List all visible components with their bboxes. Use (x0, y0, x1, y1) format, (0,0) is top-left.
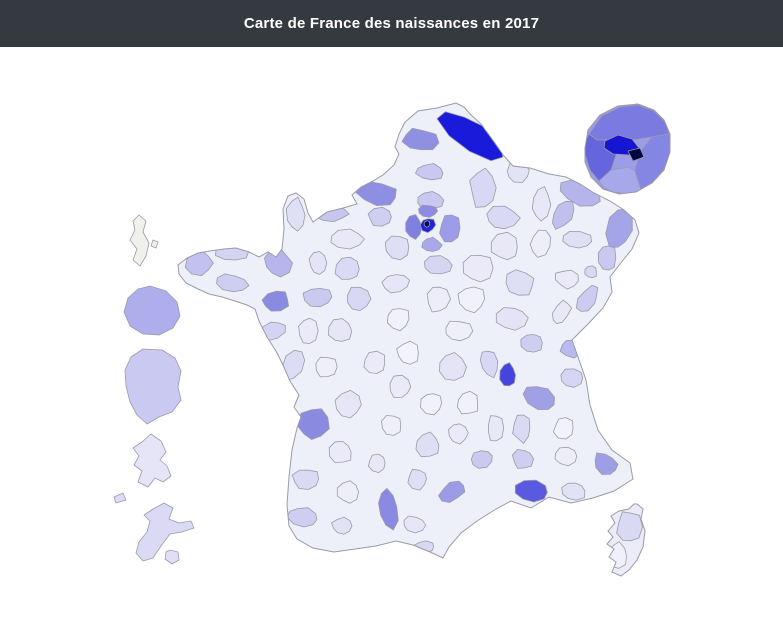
region-doubs[interactable] (576, 284, 599, 312)
corsica-coastline (606, 503, 646, 577)
region-meurthe-et-moselle[interactable] (552, 200, 575, 230)
region-hautes-pyrenees[interactable] (331, 516, 353, 535)
app-header: Carte de France des naissances en 2017 (0, 0, 783, 47)
region-sarthe[interactable] (334, 256, 360, 280)
region-dordogne[interactable] (334, 389, 362, 419)
region-haute-saone[interactable] (555, 269, 579, 290)
region-jura[interactable] (552, 299, 572, 325)
region-cotes-d-armor[interactable] (214, 242, 249, 261)
region-territoire-de-belfort[interactable] (584, 265, 597, 279)
france-coastline (177, 102, 640, 559)
region-cantal[interactable] (420, 393, 443, 416)
region-marne[interactable] (486, 205, 521, 230)
region-drome[interactable] (512, 414, 531, 444)
departments-layer (184, 111, 633, 553)
page-title: Carte de France des naissances en 2017 (243, 15, 540, 32)
region-vosges[interactable] (562, 231, 592, 249)
region-mayotte[interactable] (129, 214, 150, 267)
region-marie-galante[interactable] (164, 549, 180, 565)
overseas-islands-layer (113, 214, 195, 565)
region-orne[interactable] (330, 228, 365, 250)
region-aube[interactable] (490, 231, 518, 261)
region-tarn[interactable] (407, 468, 428, 491)
region-hautes-alpes[interactable] (552, 417, 574, 440)
region-aisne[interactable] (469, 167, 497, 208)
region-loire-atlantique[interactable] (261, 290, 290, 312)
region-essonne[interactable] (421, 236, 443, 252)
region-morbihan[interactable] (216, 273, 250, 293)
region-loir-et-cher[interactable] (381, 274, 411, 294)
region-val-de-marne-inset[interactable] (627, 147, 645, 162)
region-ardeche[interactable] (488, 415, 505, 442)
region-cher[interactable] (426, 286, 452, 313)
region-indre[interactable] (386, 308, 410, 332)
region-cote-d-or[interactable] (505, 269, 535, 296)
region-eure-et-loir[interactable] (384, 235, 410, 261)
region-bouches-du-rhone[interactable] (514, 479, 548, 503)
region-lozere[interactable] (448, 423, 469, 445)
region-yvelines[interactable] (405, 214, 423, 240)
region-aude[interactable] (403, 515, 427, 534)
region-oise[interactable] (417, 191, 445, 210)
region-alpes-maritimes[interactable] (594, 452, 619, 475)
region-aveyron[interactable] (415, 431, 440, 458)
region-tarn-et-garonne[interactable] (367, 453, 386, 474)
region-correze[interactable] (389, 374, 412, 399)
region-paris[interactable] (423, 220, 431, 228)
idf-inset-border (584, 103, 671, 195)
region-pas-de-calais[interactable] (401, 127, 440, 151)
region-herault[interactable] (438, 480, 466, 503)
region-deux-sevres[interactable] (298, 317, 319, 344)
region-lot-et-garonne[interactable] (328, 441, 352, 463)
region-vaucluse[interactable] (512, 449, 534, 469)
region-mayotte-petite-terre[interactable] (150, 239, 159, 249)
region-meuse[interactable] (531, 186, 552, 222)
region-val-d-oise-inset[interactable] (588, 104, 670, 141)
region-allier[interactable] (445, 320, 474, 342)
region-loiret[interactable] (423, 255, 453, 275)
region-haute-loire[interactable] (456, 390, 479, 415)
region-finistere[interactable] (184, 249, 214, 277)
region-saone-et-loire[interactable] (495, 307, 529, 331)
region-haute-marne[interactable] (529, 229, 551, 258)
region-pyrenees-atlantiques[interactable] (286, 507, 318, 528)
region-creuse[interactable] (396, 340, 419, 365)
region-indre-et-loire[interactable] (347, 286, 372, 312)
region-rhone[interactable] (499, 362, 516, 387)
region-maine-et-loire[interactable] (302, 287, 333, 308)
region-eure[interactable] (367, 206, 392, 227)
region-yonne[interactable] (462, 254, 494, 283)
region-guyane[interactable] (124, 348, 182, 425)
region-charente[interactable] (315, 356, 338, 378)
region-islet-ouest[interactable] (113, 492, 127, 504)
region-guadeloupe[interactable] (135, 502, 195, 562)
region-manche[interactable] (285, 196, 306, 232)
region-somme[interactable] (415, 163, 444, 181)
region-gers[interactable] (336, 480, 360, 504)
region-haut-rhin[interactable] (597, 245, 617, 271)
region-seine-et-marne[interactable] (439, 214, 461, 243)
region-puy-de-dome[interactable] (439, 352, 467, 381)
region-mayenne[interactable] (308, 251, 328, 275)
region-nievre[interactable] (457, 286, 486, 314)
region-var[interactable] (561, 482, 586, 501)
region-vienne[interactable] (328, 318, 353, 342)
region-lot[interactable] (381, 415, 402, 436)
region-haute-garonne[interactable] (378, 487, 399, 531)
region-loire[interactable] (479, 350, 499, 379)
region-martinique[interactable] (132, 433, 172, 488)
region-savoie[interactable] (560, 368, 584, 388)
region-haute-corse[interactable] (616, 511, 643, 542)
region-alpes-de-haute-provence[interactable] (554, 446, 578, 467)
region-isere[interactable] (522, 386, 555, 410)
region-gard[interactable] (470, 450, 493, 469)
region-val-d-oise[interactable] (418, 204, 439, 218)
region-ain[interactable] (520, 334, 543, 353)
region-ille-et-vilaine[interactable] (263, 248, 294, 278)
region-haute-vienne[interactable] (363, 350, 386, 374)
region-la-reunion[interactable] (123, 285, 181, 336)
region-landes[interactable] (291, 469, 320, 490)
